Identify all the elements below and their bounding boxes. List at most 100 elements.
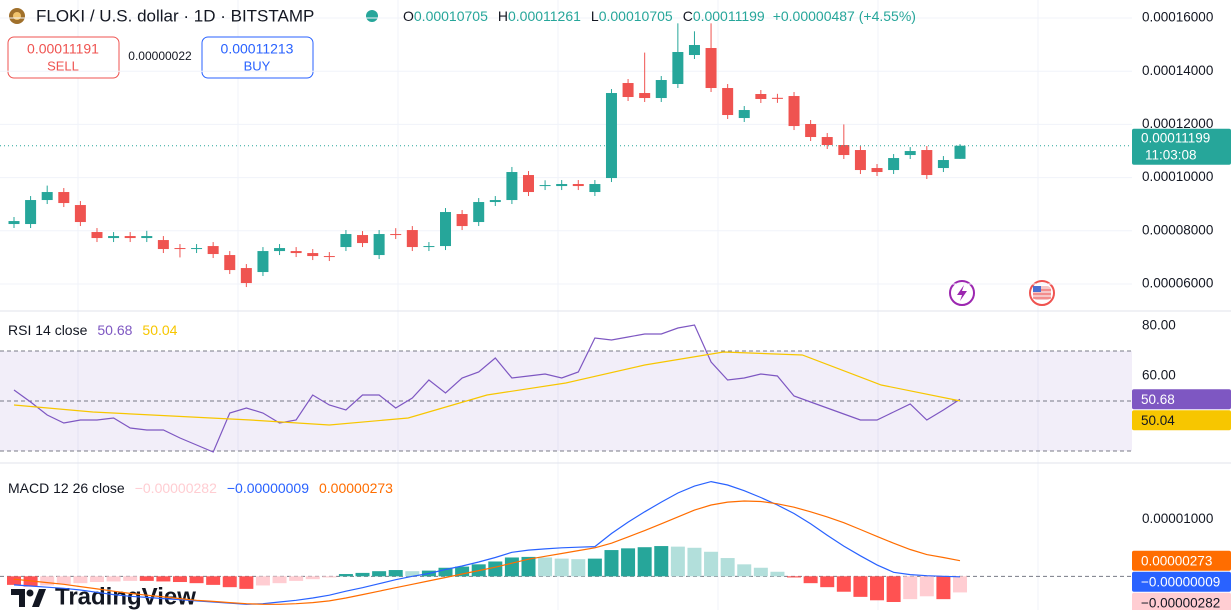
rsi-band <box>0 351 1132 451</box>
histogram-bar <box>239 576 254 589</box>
y-tick-label: 0.00001000 <box>1142 511 1213 526</box>
candle-body <box>307 253 319 257</box>
candle-body <box>240 268 252 284</box>
histogram-bar <box>206 576 221 585</box>
ohlc-label: L <box>591 8 599 24</box>
candle-body <box>8 221 20 225</box>
histogram-bar <box>488 561 503 577</box>
candle-body <box>771 97 783 99</box>
candle-body <box>904 151 916 156</box>
histogram-bar <box>554 558 569 577</box>
candle-body <box>705 48 717 89</box>
histogram-bar <box>56 576 71 585</box>
histogram-bar <box>106 576 121 582</box>
spread: 0.00000022 <box>128 49 192 63</box>
candle-body <box>888 158 900 171</box>
countdown: 11:03:08 <box>1145 147 1197 162</box>
event-icon[interactable] <box>949 280 975 306</box>
candle-body <box>191 248 203 250</box>
candle-body <box>423 246 435 248</box>
histogram-bar <box>73 576 88 584</box>
buy-label[interactable]: BUY <box>244 58 271 73</box>
histogram-bar <box>355 572 370 577</box>
candle-body <box>174 248 186 250</box>
value-tag-label: −0.00000009 <box>1141 574 1220 589</box>
y-tick-label: 0.00016000 <box>1142 10 1213 25</box>
candle-body <box>290 251 302 254</box>
histogram-bar <box>571 559 586 577</box>
last-price-label: 0.00011199 <box>1141 130 1210 145</box>
candle-body <box>124 236 136 239</box>
histogram-bar <box>803 576 818 584</box>
candle-body <box>722 88 734 116</box>
histogram-bar <box>587 558 602 577</box>
candle-body <box>224 255 236 271</box>
candle-body <box>340 234 352 248</box>
histogram-bar <box>305 576 320 580</box>
value-tag <box>1132 592 1231 610</box>
candle-body <box>74 205 86 223</box>
candle-body <box>207 246 219 255</box>
value-tag-label: −0.00000282 <box>1141 595 1220 610</box>
pane-title: RSI 14 close <box>8 322 88 338</box>
candle-body <box>522 175 534 193</box>
candle-body <box>141 236 153 239</box>
candle-body <box>440 212 452 247</box>
candle-body <box>506 172 518 201</box>
histogram-bar <box>40 576 55 586</box>
sell-price[interactable]: 0.00011191 <box>27 41 99 57</box>
ohlc-label: C <box>683 8 693 24</box>
histogram-bar <box>919 576 934 597</box>
candle-body <box>456 214 468 227</box>
candle-body <box>572 184 584 187</box>
economic-event-icon[interactable] <box>1029 280 1055 306</box>
candle-body <box>91 232 103 239</box>
buy-button[interactable]: 0.00011213 BUY <box>201 36 314 79</box>
candle-body <box>556 184 568 187</box>
histogram-bar <box>654 546 669 577</box>
histogram-bar <box>753 567 768 577</box>
candle-body <box>755 94 767 100</box>
histogram-bar <box>455 566 470 577</box>
histogram-bar <box>604 550 619 577</box>
histogram-bar <box>704 551 719 577</box>
sell-button[interactable]: 0.00011191 SELL <box>7 36 120 79</box>
histogram-bar <box>538 557 553 577</box>
histogram-bar <box>89 576 104 583</box>
buy-price[interactable]: 0.00011213 <box>221 41 294 57</box>
candle-body <box>854 150 866 171</box>
histogram-bar <box>770 571 785 577</box>
rsi-line <box>13 324 961 453</box>
symbol-icon <box>9 8 25 24</box>
histogram-bar <box>953 576 967 593</box>
value-tag <box>1132 571 1231 592</box>
histogram-bar <box>720 558 735 577</box>
candle-body <box>108 236 120 239</box>
candle-body <box>954 145 966 159</box>
candle-body <box>672 52 684 85</box>
histogram-bar <box>903 576 918 600</box>
histogram-bar <box>189 576 204 584</box>
price-change: +0.00000487 (+4.55%) <box>773 8 916 24</box>
histogram-bar <box>255 576 270 586</box>
candle-body <box>323 256 335 258</box>
y-tick-label: 0.00008000 <box>1142 222 1213 237</box>
y-tick-label: 0.00006000 <box>1142 276 1213 291</box>
candle-body <box>58 192 70 204</box>
ohlc-value: 0.00010705 <box>599 8 673 24</box>
value-tag-label: 0.00000273 <box>1141 553 1212 568</box>
macd-line <box>13 500 961 605</box>
value-tag <box>1132 410 1231 431</box>
histogram-bar <box>338 574 353 577</box>
legend-value: −0.00000009 <box>227 480 309 496</box>
y-tick-label: 0.00014000 <box>1142 63 1213 78</box>
pane-legend: MACD 12 26 close −0.00000282 −0.00000009 0.… <box>8 480 393 496</box>
histogram-bar <box>405 571 420 577</box>
legend-value: 50.04 <box>142 322 177 338</box>
y-tick-label: 0.00012000 <box>1142 116 1213 131</box>
candle-body <box>373 234 385 256</box>
histogram-bar <box>637 547 652 577</box>
histogram-bar <box>272 576 287 584</box>
sell-label[interactable]: SELL <box>47 58 79 73</box>
candle-body <box>788 96 800 127</box>
